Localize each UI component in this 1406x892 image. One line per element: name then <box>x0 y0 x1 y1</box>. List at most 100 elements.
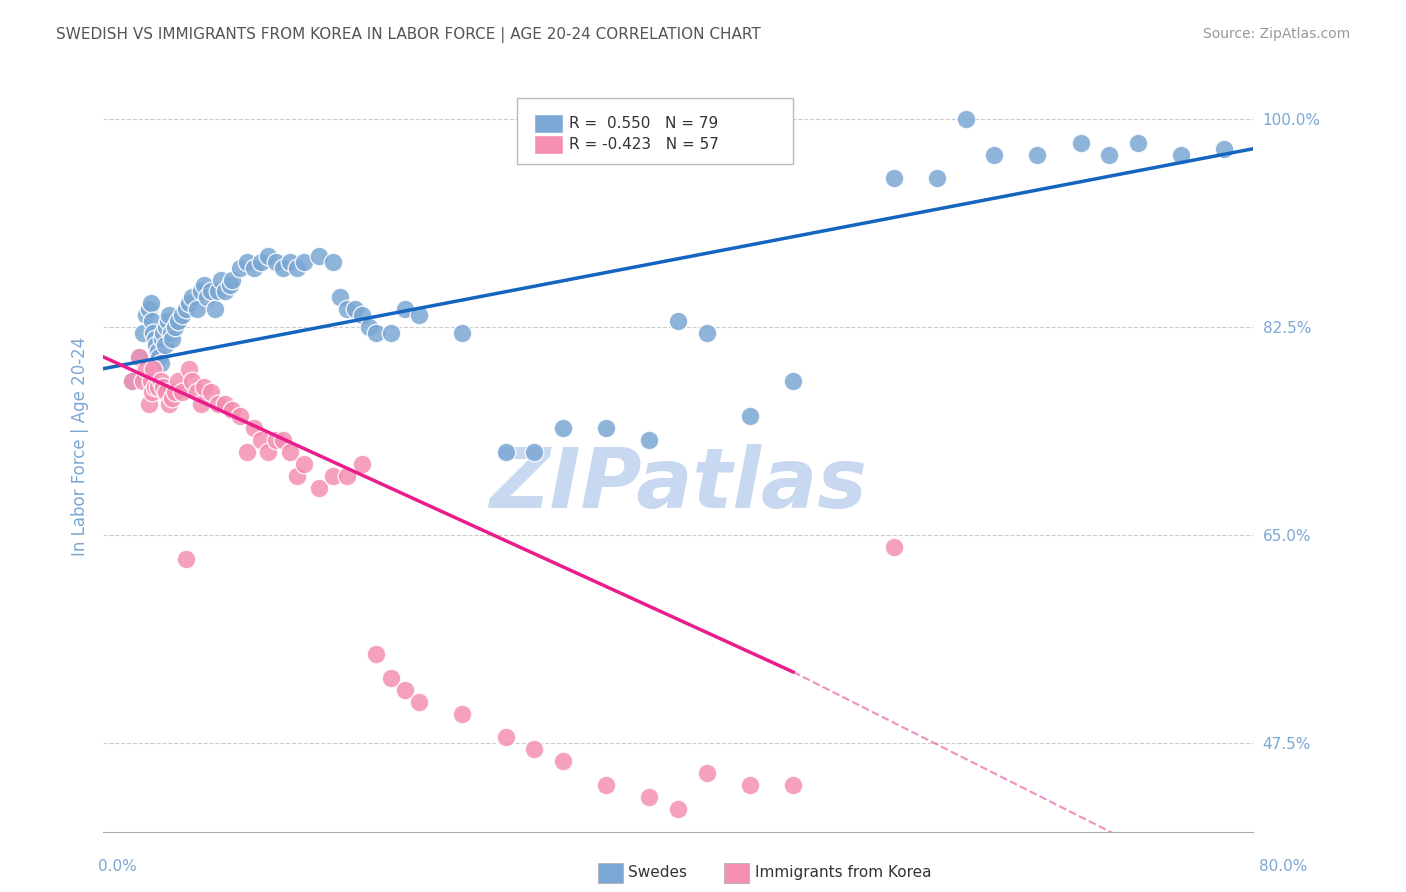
Point <box>925 171 948 186</box>
Text: Immigrants from Korea: Immigrants from Korea <box>755 865 932 880</box>
Text: Source: ZipAtlas.com: Source: ZipAtlas.com <box>1202 27 1350 41</box>
Point <box>308 249 330 263</box>
Point <box>200 385 222 400</box>
Point <box>218 278 240 293</box>
Point <box>408 695 430 709</box>
Point <box>163 385 186 400</box>
Point <box>186 302 208 317</box>
Point <box>551 421 574 435</box>
Point <box>1213 142 1236 156</box>
Point <box>146 379 169 393</box>
Point <box>278 254 301 268</box>
Point <box>139 374 162 388</box>
Bar <box>534 135 562 154</box>
Point <box>150 332 173 346</box>
Point <box>193 379 215 393</box>
Point <box>638 789 661 804</box>
Point <box>336 468 359 483</box>
Point <box>148 350 170 364</box>
Point <box>209 272 232 286</box>
Point <box>257 445 280 459</box>
Point <box>495 731 517 745</box>
Point <box>190 285 212 299</box>
Point <box>322 468 344 483</box>
Point <box>1026 147 1049 161</box>
Point <box>357 320 380 334</box>
Point <box>738 778 761 792</box>
Point <box>160 332 183 346</box>
Point <box>167 374 190 388</box>
Point <box>143 332 166 346</box>
Text: 80.0%: 80.0% <box>1260 859 1308 874</box>
Point <box>236 254 259 268</box>
Text: 0.0%: 0.0% <box>98 859 138 874</box>
Text: SWEDISH VS IMMIGRANTS FROM KOREA IN LABOR FORCE | AGE 20-24 CORRELATION CHART: SWEDISH VS IMMIGRANTS FROM KOREA IN LABO… <box>56 27 761 43</box>
Point <box>132 326 155 340</box>
Point <box>366 647 388 661</box>
Point <box>135 361 157 376</box>
Point <box>292 254 315 268</box>
Point <box>190 397 212 411</box>
Point <box>666 314 689 328</box>
Point <box>128 350 150 364</box>
Point <box>159 326 181 340</box>
Point <box>696 766 718 780</box>
Point <box>207 397 229 411</box>
Point <box>172 385 194 400</box>
Point <box>394 682 416 697</box>
Text: R =  0.550   N = 79: R = 0.550 N = 79 <box>569 116 718 131</box>
FancyBboxPatch shape <box>517 98 793 164</box>
Point <box>176 552 198 566</box>
Point <box>250 254 273 268</box>
Point <box>271 260 294 275</box>
Point <box>221 272 243 286</box>
Point <box>278 445 301 459</box>
Point <box>523 445 546 459</box>
Point <box>228 409 250 424</box>
Point <box>155 320 177 334</box>
Point <box>145 338 167 352</box>
Point <box>595 778 617 792</box>
Point <box>139 296 162 310</box>
Point <box>152 379 174 393</box>
Point <box>782 778 804 792</box>
Point <box>285 260 308 275</box>
Point <box>883 540 905 554</box>
Point <box>551 754 574 768</box>
Point <box>143 379 166 393</box>
Point <box>228 260 250 275</box>
Point <box>1170 147 1192 161</box>
Point <box>138 397 160 411</box>
Point <box>149 374 172 388</box>
Point <box>243 260 266 275</box>
Point <box>146 343 169 358</box>
Point <box>380 326 402 340</box>
Point <box>179 296 201 310</box>
Point <box>955 112 977 126</box>
Point <box>138 302 160 317</box>
Point <box>195 290 218 304</box>
Point <box>204 302 226 317</box>
Point <box>121 374 143 388</box>
Point <box>285 468 308 483</box>
Point <box>142 361 165 376</box>
Point <box>163 320 186 334</box>
Point <box>322 254 344 268</box>
Bar <box>534 113 562 133</box>
Point <box>135 308 157 322</box>
Point <box>179 361 201 376</box>
Point <box>451 326 474 340</box>
Point <box>308 481 330 495</box>
Point <box>176 302 198 317</box>
Point <box>250 433 273 447</box>
Point <box>638 433 661 447</box>
Point <box>214 397 236 411</box>
Text: R = -0.423   N = 57: R = -0.423 N = 57 <box>569 136 718 152</box>
Point <box>343 302 366 317</box>
Point <box>350 308 373 322</box>
Point <box>167 314 190 328</box>
Point <box>236 445 259 459</box>
Point <box>181 290 204 304</box>
Point <box>160 392 183 406</box>
Point <box>149 356 172 370</box>
